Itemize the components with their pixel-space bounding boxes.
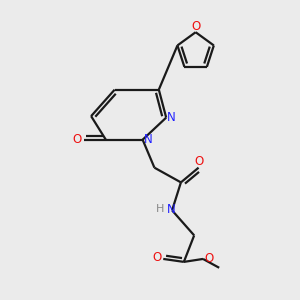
Text: H: H <box>155 204 164 214</box>
Text: O: O <box>205 252 214 266</box>
Text: N: N <box>144 133 152 146</box>
Text: O: O <box>152 251 161 264</box>
Text: O: O <box>191 20 200 33</box>
Text: O: O <box>194 155 203 168</box>
Text: O: O <box>73 133 82 146</box>
Text: N: N <box>167 111 176 124</box>
Text: N: N <box>167 203 176 216</box>
